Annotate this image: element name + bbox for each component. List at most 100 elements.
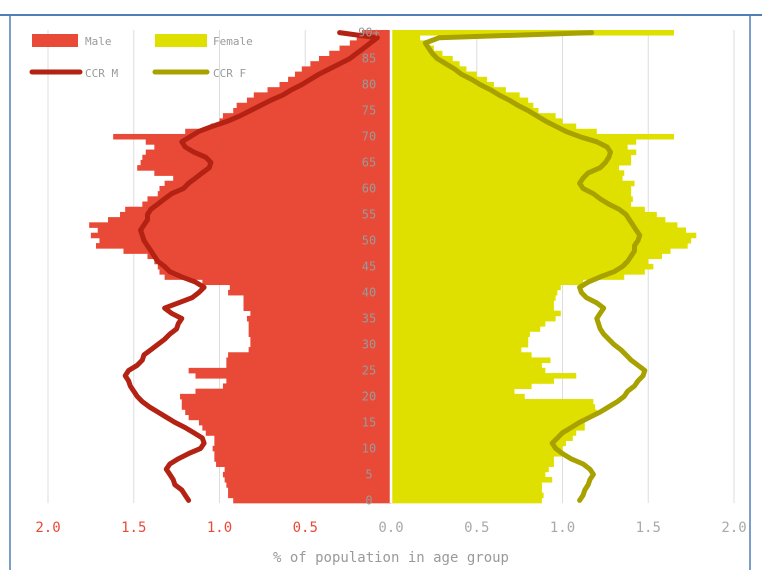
female-bar bbox=[391, 471, 546, 478]
male-bar bbox=[96, 243, 392, 249]
male-bar bbox=[250, 310, 391, 317]
female-bar bbox=[391, 466, 549, 473]
male-bar bbox=[181, 404, 391, 410]
male-bar bbox=[147, 253, 391, 260]
male-bar bbox=[222, 383, 391, 389]
male-bar bbox=[123, 248, 392, 254]
female-bar bbox=[391, 253, 662, 260]
female-bar bbox=[391, 347, 522, 353]
female-bar bbox=[391, 362, 542, 369]
age-tick-label: 70 bbox=[362, 130, 376, 144]
male-bar bbox=[228, 487, 391, 493]
male-bar bbox=[202, 425, 391, 431]
female-bar bbox=[391, 310, 561, 317]
male-bar bbox=[318, 55, 391, 62]
male-bar bbox=[228, 289, 391, 296]
male-bar bbox=[137, 165, 391, 171]
male-bar bbox=[222, 113, 391, 119]
male-bar bbox=[248, 331, 391, 338]
female-bar bbox=[391, 383, 532, 389]
legend-female-swatch bbox=[155, 34, 207, 47]
male-bar bbox=[224, 466, 391, 473]
female-bar bbox=[391, 248, 671, 254]
female-bar bbox=[391, 341, 529, 348]
male-bar bbox=[173, 175, 391, 182]
female-bar bbox=[391, 393, 525, 400]
male-bar bbox=[185, 128, 391, 135]
female-bar bbox=[391, 456, 554, 462]
male-bar bbox=[246, 97, 391, 104]
x-tick-labels: 2.0 1.5 1.0 0.5 0.0 0.5 1.0 1.5 2.0 bbox=[35, 520, 746, 536]
female-bar bbox=[391, 321, 546, 327]
male-bar bbox=[147, 196, 391, 202]
female-bar bbox=[391, 269, 645, 275]
male-bar bbox=[214, 435, 391, 441]
male-bar bbox=[243, 295, 391, 301]
male-bar bbox=[233, 107, 391, 114]
female-bar bbox=[391, 118, 563, 124]
ccr-m-line bbox=[122, 30, 380, 503]
male-bar bbox=[164, 274, 391, 280]
male-bar bbox=[226, 357, 391, 364]
female-bar bbox=[391, 497, 542, 504]
female-bar bbox=[391, 315, 556, 322]
male-bar bbox=[248, 321, 391, 327]
male-bar bbox=[226, 482, 391, 488]
female-bar bbox=[391, 492, 544, 499]
female-bar bbox=[391, 35, 421, 41]
male-bar bbox=[279, 81, 391, 88]
male-bar bbox=[224, 477, 391, 483]
male-bar bbox=[226, 378, 391, 384]
male-bar bbox=[301, 66, 391, 72]
male-bar bbox=[195, 388, 391, 395]
x-tick-label-left: 0.0 bbox=[378, 520, 403, 536]
female-bar bbox=[391, 87, 506, 93]
legend-ccr-f-label: CCR F bbox=[213, 67, 246, 80]
male-bar bbox=[154, 170, 391, 176]
x-tick-label-left: 1.5 bbox=[121, 520, 146, 536]
female-bar bbox=[391, 185, 632, 192]
female-bar bbox=[391, 144, 628, 150]
male-bar bbox=[253, 92, 391, 98]
female-bar bbox=[391, 71, 477, 78]
male-bar bbox=[198, 419, 391, 426]
age-tick-label: 35 bbox=[362, 311, 376, 325]
age-tick-labels: 0 5 10 15 20 25 30 35 40 45 50 55 60 65 70 75 80 85 90+ bbox=[358, 26, 380, 508]
male-bar bbox=[142, 201, 391, 208]
male-bar bbox=[219, 118, 391, 124]
female-bar bbox=[391, 300, 554, 306]
female-bar bbox=[391, 435, 573, 441]
female-bar bbox=[391, 357, 551, 364]
male-bar bbox=[267, 87, 391, 93]
male-bar bbox=[185, 409, 391, 415]
age-tick-label: 30 bbox=[362, 337, 376, 351]
male-bar bbox=[89, 222, 391, 228]
female-bar bbox=[391, 274, 625, 280]
female-bar bbox=[391, 289, 558, 296]
male-bar bbox=[243, 305, 391, 312]
female-bar bbox=[391, 404, 596, 410]
male-bar bbox=[222, 471, 391, 478]
female-bar bbox=[391, 180, 635, 187]
female-bar bbox=[391, 331, 530, 338]
male-bar bbox=[202, 279, 391, 286]
male-bar bbox=[154, 258, 391, 265]
male-bar bbox=[113, 133, 392, 140]
female-bar bbox=[391, 97, 529, 104]
female-bar bbox=[391, 222, 678, 228]
female-bar bbox=[391, 388, 515, 395]
male-bar bbox=[214, 456, 391, 462]
female-bar bbox=[391, 92, 520, 98]
legend-male-swatch bbox=[32, 34, 78, 47]
female-bar bbox=[391, 175, 623, 182]
female-bar bbox=[391, 40, 426, 46]
x-tick-label-right: 0.5 bbox=[464, 520, 489, 536]
legend-male-label: Male bbox=[85, 35, 112, 48]
female-bar bbox=[391, 45, 434, 52]
ccr-lines bbox=[122, 30, 648, 503]
ccr-f-line bbox=[422, 30, 648, 503]
female-bar bbox=[391, 154, 632, 161]
age-tick-label: 45 bbox=[362, 260, 376, 274]
female-bar bbox=[391, 107, 539, 114]
